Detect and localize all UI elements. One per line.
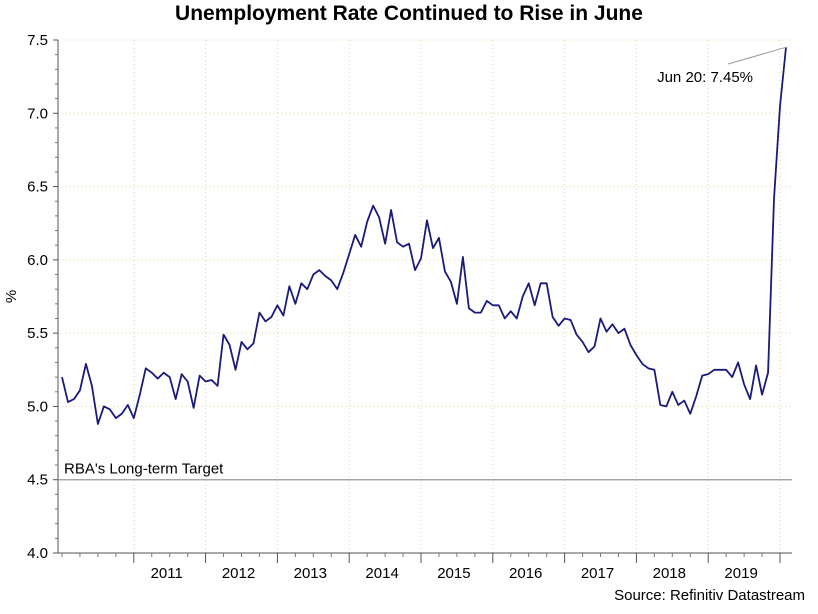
x-tick-label: 2012 bbox=[222, 565, 255, 582]
annotation-label: Jun 20: 7.45% bbox=[657, 69, 753, 86]
chart-title: Unemployment Rate Continued to Rise in J… bbox=[175, 2, 643, 25]
series-line bbox=[61, 47, 787, 425]
y-tick-label: 4.5 bbox=[27, 472, 48, 489]
y-axis-title: % bbox=[3, 290, 20, 303]
x-tick-label: 2019 bbox=[724, 565, 757, 582]
annotation-leader-line bbox=[727, 46, 787, 65]
y-tick-label: 4.0 bbox=[27, 545, 48, 562]
axes: 4.0 4.5 5.0 5.5 6.0 6.5 7.0 7.5 2011 2012 2013 2014… bbox=[3, 32, 792, 582]
x-tick-label: 2016 bbox=[509, 565, 542, 582]
y-tick-label: 6.5 bbox=[27, 179, 48, 196]
x-tick-label: 2015 bbox=[437, 565, 470, 582]
grid-lines bbox=[58, 39, 792, 553]
x-tick-label: 2018 bbox=[653, 565, 686, 582]
x-tick-label: 2013 bbox=[294, 565, 327, 582]
annotation-group: Jun 20: 7.45% bbox=[657, 46, 787, 86]
y-tick-label: 7.5 bbox=[27, 32, 48, 49]
x-tick-label: 2014 bbox=[365, 565, 398, 582]
y-tick-label: 5.5 bbox=[27, 325, 48, 342]
reference-line-group: RBA's Long-term Target bbox=[58, 461, 792, 481]
series-group bbox=[61, 47, 787, 425]
x-tick-label: 2011 bbox=[151, 565, 183, 582]
source-note: Source: Refinitiv Datastream bbox=[614, 587, 805, 604]
y-tick-label: 7.0 bbox=[27, 105, 48, 122]
y-tick-label: 5.0 bbox=[27, 398, 48, 415]
y-tick-label: 6.0 bbox=[27, 252, 48, 269]
reference-line-label: RBA's Long-term Target bbox=[64, 461, 224, 478]
x-tick-label: 2017 bbox=[581, 565, 614, 582]
